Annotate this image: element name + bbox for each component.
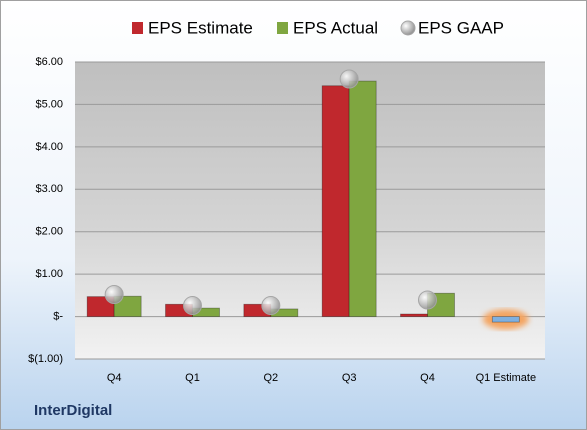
legend-swatch — [277, 22, 288, 34]
plot-area — [75, 62, 545, 359]
gaap-marker — [418, 290, 437, 310]
gaap-marker — [339, 69, 359, 89]
bar — [400, 313, 428, 317]
bar — [321, 85, 350, 317]
y-tick-label: $(1.00) — [28, 353, 63, 365]
bar — [348, 80, 377, 317]
y-tick-label: $2.00 — [35, 226, 63, 238]
gaap-marker — [104, 285, 124, 305]
y-tick-label: $1.00 — [35, 268, 63, 280]
gaap-marker — [183, 296, 202, 316]
y-tick-label: $6.00 — [35, 56, 63, 68]
legend-label: EPS GAAP — [418, 18, 504, 37]
bar — [113, 295, 142, 317]
legend-swatch — [400, 20, 416, 36]
brand: InterDigital — [34, 402, 112, 419]
x-tick-label: Q4 — [420, 372, 435, 384]
legend-label: EPS Actual — [293, 18, 378, 37]
y-tick-label: $5.00 — [35, 98, 63, 110]
y-tick-label: $3.00 — [35, 183, 63, 195]
y-tick-label: $- — [53, 310, 63, 322]
x-tick-label: Q1 Estimate — [476, 372, 537, 384]
x-tick-label: Q2 — [263, 372, 278, 384]
legend-swatch — [132, 22, 143, 34]
y-tick-label: $4.00 — [35, 141, 63, 153]
legend-label: EPS Estimate — [148, 18, 253, 37]
gaap-marker — [261, 296, 281, 316]
bar — [491, 316, 520, 323]
x-tick-label: Q1 — [185, 372, 200, 384]
x-tick-label: Q3 — [342, 372, 357, 384]
x-tick-label: Q4 — [107, 372, 122, 384]
